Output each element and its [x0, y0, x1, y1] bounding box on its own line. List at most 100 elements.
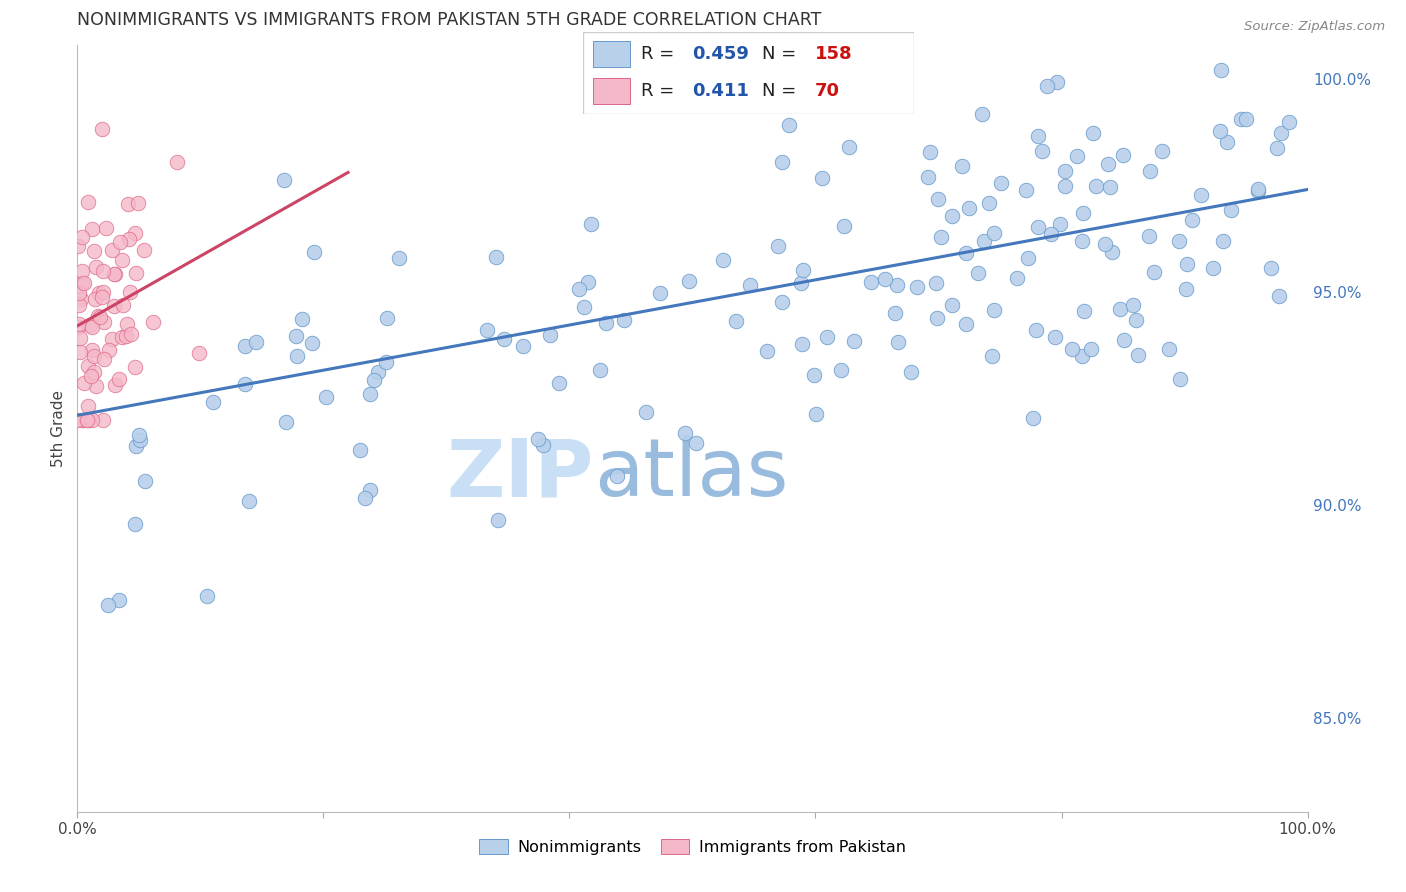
Point [1046, 75, 1069, 89]
Point [792, 336, 814, 351]
Point [354, 491, 377, 505]
Point [359, 386, 381, 401]
Point [1081, 126, 1104, 140]
Point [766, 239, 789, 253]
Point [1080, 342, 1102, 356]
Point [1036, 78, 1059, 93]
Point [70, 276, 93, 290]
Point [76, 412, 98, 426]
Point [302, 244, 325, 259]
Point [1097, 157, 1119, 171]
Legend: Nonimmigrants, Immigrants from Pakistan: Nonimmigrants, Immigrants from Pakistan [472, 832, 912, 862]
Point [124, 360, 146, 375]
Point [955, 317, 977, 331]
Point [118, 285, 141, 299]
Point [100, 332, 122, 346]
Point [84, 260, 107, 274]
Point [195, 589, 218, 603]
Text: R =: R = [641, 82, 681, 100]
Point [1014, 182, 1036, 196]
Point [792, 263, 814, 277]
Point [977, 196, 1000, 211]
Point [90, 122, 112, 136]
Bar [593, 78, 630, 104]
Point [1112, 334, 1135, 348]
Point [830, 363, 852, 377]
Point [873, 272, 896, 286]
Point [803, 368, 825, 383]
Point [97, 343, 120, 357]
Point [96, 599, 118, 613]
Point [1005, 270, 1028, 285]
Point [1211, 63, 1233, 78]
Point [349, 442, 371, 457]
Point [367, 365, 389, 379]
Point [285, 350, 308, 364]
Point [1220, 202, 1243, 217]
Point [492, 333, 515, 347]
Point [73, 277, 96, 291]
Point [917, 169, 939, 184]
Point [1122, 298, 1144, 312]
Point [67, 285, 90, 300]
Point [201, 395, 224, 409]
Point [233, 377, 256, 392]
Point [1125, 312, 1147, 326]
Point [87, 309, 110, 323]
Point [724, 314, 747, 328]
Point [1026, 219, 1049, 234]
Point [77, 359, 100, 373]
Text: 70: 70 [815, 82, 839, 100]
Point [1070, 349, 1092, 363]
Point [69, 298, 91, 312]
Point [1070, 234, 1092, 248]
Text: atlas: atlas [595, 435, 789, 513]
Point [273, 173, 295, 187]
Point [1278, 114, 1301, 128]
Point [77, 195, 100, 210]
Point [538, 328, 561, 343]
Point [66, 239, 89, 253]
Point [925, 310, 948, 325]
Point [927, 192, 949, 206]
Point [93, 352, 115, 367]
Point [1022, 411, 1045, 425]
Point [1053, 178, 1076, 193]
Point [815, 330, 838, 344]
Point [595, 316, 617, 330]
Point [790, 276, 813, 290]
Point [832, 219, 855, 233]
Point [124, 516, 146, 531]
Point [678, 274, 700, 288]
Point [72, 264, 94, 278]
Point [245, 334, 267, 349]
Point [110, 330, 132, 344]
Point [804, 407, 827, 421]
Point [111, 297, 134, 311]
Point [118, 232, 141, 246]
Point [887, 334, 910, 349]
Point [80, 343, 103, 357]
Point [770, 295, 793, 310]
Point [1175, 282, 1198, 296]
Point [83, 365, 105, 379]
Point [527, 432, 550, 446]
Point [1209, 124, 1232, 138]
Point [70, 230, 93, 244]
Point [581, 217, 603, 231]
Point [111, 252, 134, 267]
Point [315, 390, 337, 404]
Point [103, 299, 125, 313]
Point [838, 140, 860, 154]
Point [842, 334, 865, 348]
Point [91, 263, 114, 277]
Point [235, 339, 257, 353]
Point [675, 426, 697, 441]
Point [1229, 112, 1251, 126]
Point [1045, 330, 1067, 344]
Point [886, 277, 908, 292]
Point [1246, 182, 1268, 196]
Point [77, 399, 100, 413]
Point [572, 300, 595, 314]
Point [121, 326, 143, 341]
